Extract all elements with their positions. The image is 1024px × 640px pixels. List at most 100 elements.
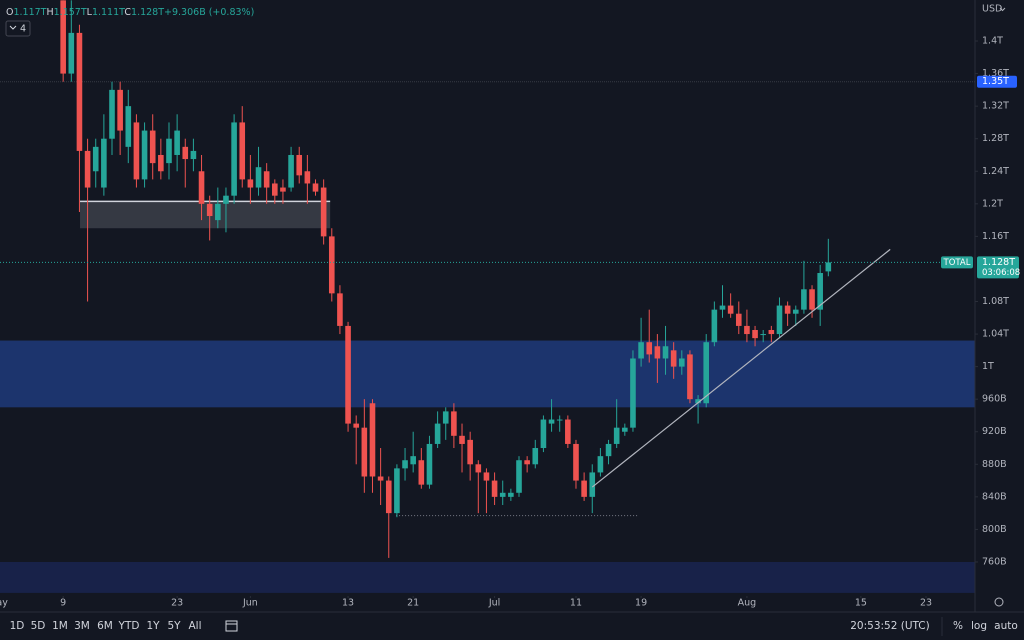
candle <box>158 138 164 180</box>
candle-body <box>320 187 327 237</box>
countdown: 03:06:08 <box>982 268 1020 278</box>
timeframe-button[interactable]: 1D <box>10 620 25 632</box>
candle <box>784 301 791 326</box>
candle <box>272 179 278 204</box>
candle <box>442 407 449 440</box>
candle-body <box>483 472 490 481</box>
support-zone <box>0 561 975 593</box>
calendar-icon[interactable] <box>225 620 238 632</box>
ohlc-value: 1.128T <box>131 7 164 18</box>
candle-body <box>516 460 522 493</box>
currency-caret <box>999 7 1006 12</box>
y-tick-label: 1.08T <box>982 296 1009 307</box>
candle <box>459 423 465 473</box>
candle <box>792 305 799 326</box>
candle-body <box>695 399 701 404</box>
timeframe-button[interactable]: YTD <box>118 620 140 632</box>
ohlc-value: 1.117T <box>13 7 46 18</box>
candle <box>573 439 579 489</box>
y-tick-label: 920B <box>982 426 1007 437</box>
candle-body <box>508 492 514 497</box>
candle-body <box>711 309 718 343</box>
candle <box>565 415 571 449</box>
candle <box>60 0 66 82</box>
candle-body <box>198 171 205 204</box>
candle-body <box>272 183 278 196</box>
candle-body <box>418 460 425 485</box>
timeframe-button[interactable]: All <box>188 620 201 632</box>
candle-body <box>247 179 254 188</box>
candle-body <box>263 171 270 188</box>
candle <box>776 297 783 339</box>
ohlc-value: 1.111T <box>92 7 125 18</box>
candle <box>622 423 628 436</box>
candle-body <box>784 305 791 314</box>
x-tick-label: 23 <box>171 598 183 609</box>
candle <box>581 472 587 501</box>
scale-option[interactable]: auto <box>994 620 1018 632</box>
candle <box>361 399 368 493</box>
y-tick-label: 1.04T <box>982 329 1009 340</box>
candle <box>117 81 123 155</box>
candle <box>345 321 351 432</box>
candle <box>768 325 775 343</box>
indicator-toggle[interactable] <box>5 20 31 37</box>
candle <box>426 435 433 489</box>
candle <box>109 81 115 155</box>
y-tick-label: 1T <box>982 361 994 372</box>
candle <box>247 154 254 204</box>
candle <box>548 399 555 432</box>
ohlc-change: +9.306B (+0.83%) <box>164 7 254 18</box>
candle <box>654 334 661 383</box>
timeframe-button[interactable]: 3M <box>74 620 90 632</box>
y-tick-label: 760B <box>982 556 1007 567</box>
candle <box>174 114 180 172</box>
candle <box>475 460 482 514</box>
candle-body <box>304 171 311 184</box>
timeframe-button[interactable]: 5D <box>31 620 46 632</box>
scale-option[interactable]: log <box>971 620 987 632</box>
candle <box>198 154 205 221</box>
candle <box>68 0 75 82</box>
ohlc-label: C <box>124 7 131 18</box>
candle-body <box>255 167 262 188</box>
candle <box>263 163 270 204</box>
y-tick-label: 1.32T <box>982 101 1009 112</box>
x-tick-label: 23 <box>920 598 932 609</box>
x-tick-label: Jul <box>488 598 500 609</box>
candle-body <box>149 130 156 164</box>
candle-body <box>296 154 303 176</box>
candle <box>288 146 294 192</box>
ohlc-value: 1.157T <box>54 7 87 18</box>
candle <box>125 89 132 164</box>
candle <box>630 350 636 432</box>
last-price-tag <box>977 256 1019 279</box>
currency[interactable]: USD <box>982 4 1002 15</box>
last-price-label: 1.128T <box>982 257 1015 268</box>
candle <box>182 138 189 188</box>
settings-icon[interactable] <box>994 597 1004 607</box>
candle-body <box>182 146 189 160</box>
candle <box>556 415 563 432</box>
candle <box>312 179 319 196</box>
candle-body <box>760 334 766 336</box>
candle-body <box>801 289 807 310</box>
candle <box>467 431 473 481</box>
timeframe-button[interactable]: 5Y <box>167 620 181 632</box>
candle <box>206 195 213 241</box>
candle-body <box>524 460 530 465</box>
candle-body <box>752 329 758 339</box>
candle-body <box>678 358 685 367</box>
candle-body <box>223 195 229 204</box>
candle <box>687 350 693 404</box>
timeframe-button[interactable]: 6M <box>97 620 113 632</box>
timeframe-button[interactable]: 1Y <box>146 620 160 632</box>
candle-body <box>459 435 465 444</box>
timeframe-button[interactable]: 1M <box>52 620 68 632</box>
candle-body <box>92 146 99 172</box>
scale-option[interactable]: % <box>953 620 963 632</box>
candle <box>223 187 229 233</box>
candle <box>491 472 498 505</box>
x-tick-label: 9 <box>60 598 66 609</box>
